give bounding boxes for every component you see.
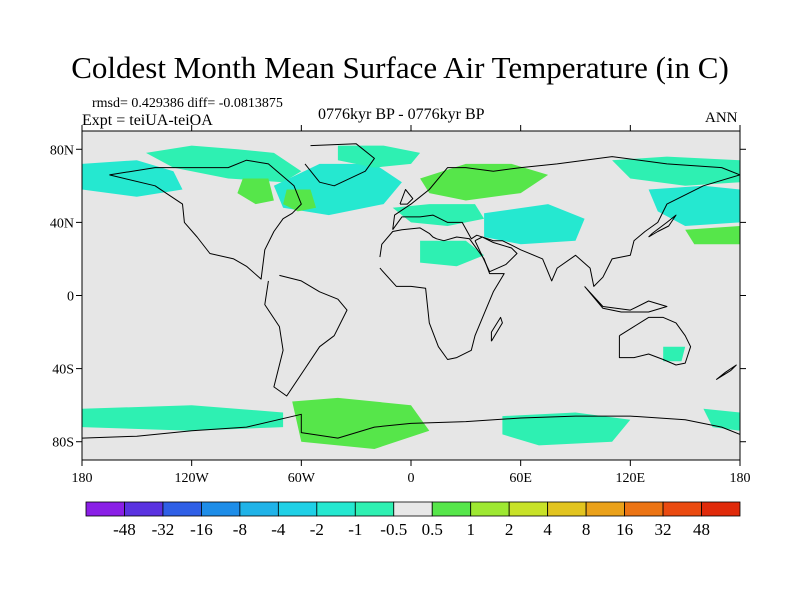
period-text: 0776kyr BP - 0776kyr BP xyxy=(318,106,485,123)
experiment-text: Expt = teiUA-teiOA xyxy=(82,112,213,129)
region-scandinavia-russia xyxy=(420,163,549,201)
colorbar-label: -4 xyxy=(271,520,286,539)
coastline-antarctica xyxy=(82,413,740,439)
colorbar-swatch xyxy=(547,501,587,517)
colorbar-swatch xyxy=(701,501,741,517)
region-central-asia xyxy=(484,204,585,245)
coastline-japan xyxy=(648,214,677,238)
colorbar-label: 0.5 xyxy=(422,520,443,539)
y-tick-label: 80N xyxy=(50,143,74,158)
colorbar-swatch xyxy=(354,501,395,517)
chart-title: Coldest Month Mean Surface Air Temperatu… xyxy=(71,50,729,85)
colorbar-label: 2 xyxy=(505,520,514,539)
region-southern-ocean-pacific xyxy=(82,405,284,431)
colorbar-swatch xyxy=(124,501,164,517)
colorbar-swatch xyxy=(239,501,279,517)
colorbar-label: 32 xyxy=(655,520,672,539)
region-australia xyxy=(663,346,686,362)
coastline-greenland xyxy=(304,143,375,187)
colorbar-swatch xyxy=(85,501,125,517)
x-tick-label: 180 xyxy=(72,471,93,486)
colorbar-swatch xyxy=(393,501,433,517)
colorbar-swatch xyxy=(201,501,241,517)
colorbar-label: -32 xyxy=(152,520,175,539)
region-north-pacific-west xyxy=(648,185,740,226)
region-greenland-sea xyxy=(337,145,421,168)
coastline-british-isles xyxy=(399,189,414,205)
region-sahara xyxy=(420,240,485,267)
colorbar-label: 48 xyxy=(693,520,710,539)
coastline-south-america xyxy=(264,274,348,397)
colorbar-swatch xyxy=(508,501,549,517)
x-tick-label: 0 xyxy=(408,471,415,486)
coastline-madagascar xyxy=(490,316,503,342)
coastline-australia xyxy=(618,316,692,366)
region-north-pacific-green xyxy=(685,226,740,245)
y-tick-label: 40N xyxy=(50,216,74,231)
coastline-africa xyxy=(379,227,505,360)
x-tick-label: 60E xyxy=(509,471,532,486)
axis-ticks: 180 120W 60W 0 60E 120E 180 80N 40N 0 40S 80S xyxy=(50,125,751,486)
region-east-antarctic xyxy=(502,412,631,446)
stats-text: rmsd= 0.429386 diff= -0.0813875 xyxy=(92,96,283,111)
x-tick-label: 180 xyxy=(730,471,751,486)
plot-background xyxy=(82,131,740,460)
colorbar-swatch xyxy=(277,501,318,517)
region-hudson xyxy=(237,178,274,205)
colorbar-swatch xyxy=(662,501,702,517)
colorbar-label: -8 xyxy=(233,520,247,539)
colorbar-label: 1 xyxy=(466,520,475,539)
colorbar-label: -0.5 xyxy=(380,520,407,539)
colorbar-label: -1 xyxy=(348,520,362,539)
region-europe-cyan xyxy=(392,204,485,226)
coastlines xyxy=(82,143,740,439)
y-tick-label: 80S xyxy=(52,436,74,451)
colorbar-swatch xyxy=(624,501,664,517)
region-siberia-east xyxy=(612,156,740,186)
x-tick-label: 60W xyxy=(288,471,316,486)
y-tick-label: 0 xyxy=(67,290,74,305)
colorbar-swatch xyxy=(431,501,472,517)
colorbar-label: 8 xyxy=(582,520,591,539)
region-arctic-canada xyxy=(146,145,302,183)
colorbar-swatch xyxy=(470,501,510,517)
colorbar-label: -48 xyxy=(113,520,136,539)
coastline-eurasia xyxy=(392,156,740,287)
x-tick-label: 120W xyxy=(175,471,210,486)
x-tick-label: 120E xyxy=(616,471,646,486)
season-text: ANN xyxy=(705,110,738,126)
colorbar-swatch xyxy=(316,501,356,517)
colorbar: -48 -32 -16 -8 -4 -2 -1 -0.5 0.5 1 2 4 8 16 32 48 xyxy=(85,501,741,539)
colorbar-label: -16 xyxy=(190,520,213,539)
colorbar-label: 4 xyxy=(543,520,552,539)
coastline-new-zealand xyxy=(715,364,737,381)
coastline-arabia xyxy=(474,236,518,273)
coastline-indonesia xyxy=(584,286,668,313)
coastline-north-america xyxy=(109,159,302,280)
colorbar-label: -2 xyxy=(310,520,324,539)
colorbar-swatch xyxy=(585,501,625,517)
colorbar-swatch xyxy=(162,501,202,517)
colorbar-label: 16 xyxy=(616,520,633,539)
y-tick-label: 40S xyxy=(52,363,74,378)
anomaly-regions xyxy=(82,145,740,449)
